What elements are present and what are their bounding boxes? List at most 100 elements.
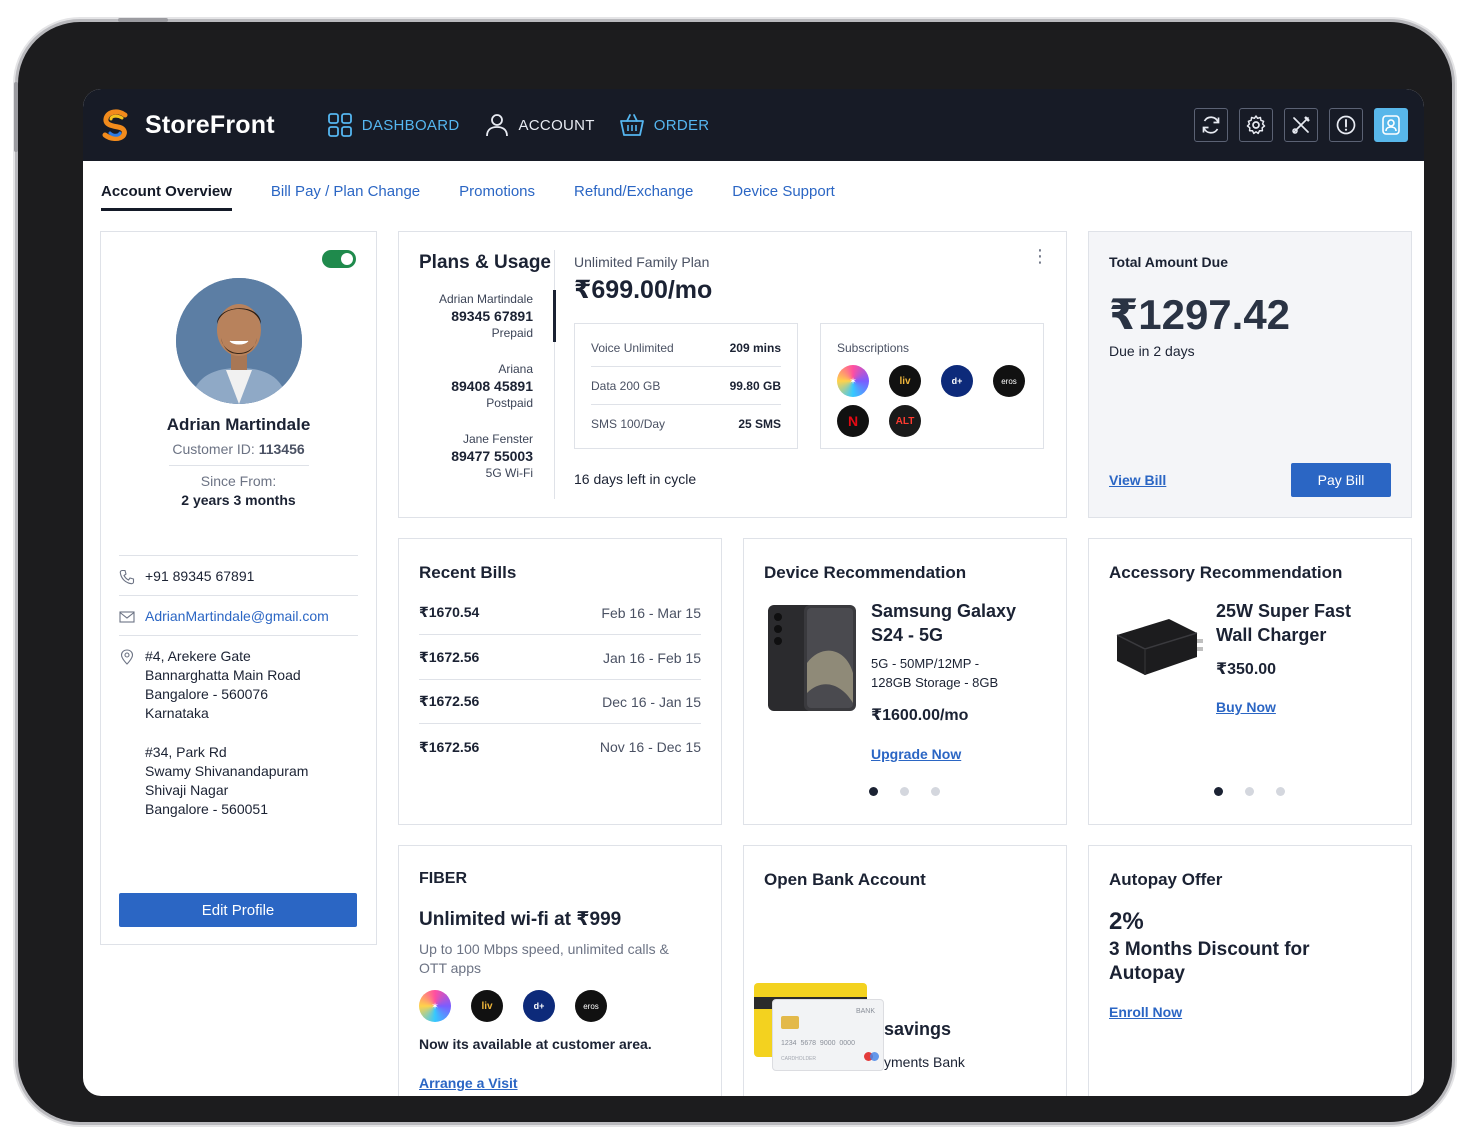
plan-name: Unlimited Family Plan [574, 254, 710, 270]
line-item[interactable]: Adrian Martindale 89345 67891 Prepaid [439, 292, 533, 340]
tools-button[interactable] [1284, 108, 1318, 142]
bill-row[interactable]: ₹1672.56 Dec 16 - Jan 15 [419, 680, 701, 724]
refresh-icon [1202, 116, 1220, 134]
divider [554, 250, 555, 499]
top-bar: StoreFront DASHBOARD [83, 89, 1424, 161]
device-name-line: S24 - 5G [871, 625, 944, 645]
line-number: 89345 67891 [451, 308, 533, 324]
user-profile-button[interactable] [1374, 108, 1408, 142]
arrange-visit-link[interactable]: Arrange a Visit [419, 1075, 518, 1091]
volume-button [14, 82, 18, 152]
brand[interactable]: StoreFront [99, 108, 275, 142]
tab-promotions[interactable]: Promotions [459, 183, 536, 200]
line-type: Postpaid [486, 396, 533, 410]
sony-liv-icon[interactable]: liv [889, 365, 921, 397]
eros-now-icon[interactable]: eros [993, 365, 1025, 397]
nav-dashboard[interactable]: DASHBOARD [327, 112, 460, 138]
plan-price: ₹699.00/mo [574, 276, 713, 304]
refresh-button[interactable] [1194, 108, 1228, 142]
carousel-dot[interactable] [1245, 787, 1254, 796]
tab-account-overview[interactable]: Account Overview [101, 183, 232, 211]
accessory-recommendation-card: Accessory Recommendation 25W Super Fast … [1088, 538, 1412, 825]
bill-amount: ₹1672.56 [419, 693, 480, 709]
settings-button[interactable] [1239, 108, 1273, 142]
amount-due-label: Total Amount Due [1109, 254, 1228, 270]
bill-row[interactable]: ₹1672.56 Nov 16 - Dec 15 [419, 725, 701, 769]
account-tabs: Account Overview Bill Pay / Plan Change … [101, 183, 874, 211]
carousel-dot[interactable] [869, 787, 878, 796]
storefront-logo-icon [102, 109, 128, 141]
address-line: Bannarghatta Main Road [145, 667, 301, 683]
bill-amount: ₹1672.56 [419, 738, 480, 755]
spark-icon[interactable]: ✶ [837, 365, 869, 397]
nav-order-label: ORDER [653, 116, 710, 134]
carousel-dot[interactable] [1276, 787, 1285, 796]
bank-line-2: yments Bank [884, 1054, 965, 1070]
tab-refund-exchange[interactable]: Refund/Exchange [574, 183, 694, 200]
line-item[interactable]: Jane Fenster 89477 55003 5G Wi-Fi [451, 432, 533, 480]
bill-period: Nov 16 - Dec 15 [599, 739, 701, 755]
tools-icon [1292, 116, 1310, 134]
alt-balaji-icon[interactable]: ALT [889, 405, 921, 437]
carousel-dot[interactable] [931, 787, 940, 796]
avatar [176, 278, 302, 404]
card-bank-label: BANK [855, 1008, 875, 1015]
address-row: #4, Arekere Gate Bannarghatta Main Road … [119, 647, 358, 819]
accessory-name-line: 25W Super Fast [1216, 601, 1352, 621]
more-options-icon[interactable]: ⋮ [1031, 246, 1049, 266]
card-network-icon [864, 1052, 873, 1061]
tab-bill-pay[interactable]: Bill Pay / Plan Change [270, 183, 421, 200]
card-network-icon [870, 1052, 879, 1061]
settings-icon [1246, 115, 1266, 135]
recent-bills-title: Recent Bills [419, 563, 517, 582]
customer-id-label: Customer ID: [172, 441, 255, 457]
bill-row[interactable]: ₹1672.56 Jan 16 - Feb 15 [419, 636, 701, 680]
usage-label: Voice Unlimited [591, 340, 674, 355]
carousel-dot[interactable] [1214, 787, 1223, 796]
buy-now-link[interactable]: Buy Now [1216, 699, 1276, 715]
usage-box: Voice Unlimited 209 mins Data 200 GB 99.… [574, 323, 798, 449]
upgrade-now-link[interactable]: Upgrade Now [871, 746, 962, 762]
amount-due-card: Total Amount Due ₹1297.42 Due in 2 days … [1088, 231, 1412, 518]
nav-order[interactable]: ORDER [619, 112, 710, 138]
bill-period: Jan 16 - Feb 15 [602, 649, 701, 666]
line-item[interactable]: Ariana 89408 45891 Postpaid [451, 362, 533, 410]
tablet-frame: StoreFront DASHBOARD [14, 18, 1452, 1122]
divider [119, 555, 358, 556]
netflix-icon[interactable]: N [837, 405, 869, 437]
bill-amount: ₹1672.56 [419, 649, 480, 665]
divider [119, 635, 358, 636]
tab-device-support[interactable]: Device Support [732, 183, 835, 200]
accessory-rec-title: Accessory Recommendation [1109, 563, 1343, 582]
usage-value: 25 SMS [738, 417, 781, 431]
edit-profile-button[interactable]: Edit Profile [119, 893, 357, 927]
status-toggle[interactable] [322, 250, 356, 268]
bill-row[interactable]: ₹1670.54 Feb 16 - Mar 15 [419, 591, 701, 635]
bill-amount: ₹1670.54 [419, 604, 480, 620]
view-bill-link[interactable]: View Bill [1109, 472, 1167, 488]
carousel-dot[interactable] [900, 787, 909, 796]
usage-label: Data 200 GB [591, 378, 661, 393]
pay-bill-button[interactable]: Pay Bill [1291, 463, 1391, 497]
address-line: Shivaji Nagar [145, 782, 229, 798]
phone-number: +91 89345 67891 [145, 568, 255, 584]
bank-card-image: BANK 1234 5678 9000 0000 CARDHOLDER [772, 999, 884, 1071]
discovery-plus-icon[interactable]: d+ [941, 365, 973, 397]
card-holder: CARDHOLDER [781, 1056, 817, 1062]
line-type: Prepaid [491, 326, 533, 340]
customer-name: Adrian Martindale [166, 415, 311, 434]
since-value: 2 years 3 months [181, 492, 296, 508]
autopay-offer-text: 3 Months Discount for Autopay [1109, 938, 1310, 986]
info-button[interactable] [1329, 108, 1363, 142]
subscriptions-label: Subscriptions [837, 341, 910, 355]
nav-account[interactable]: ACCOUNT [484, 112, 595, 138]
nav-account-label: ACCOUNT [518, 116, 595, 134]
autopay-percent: 2% [1109, 908, 1144, 935]
bank-title: Open Bank Account [764, 870, 926, 889]
toolbar [1194, 108, 1408, 142]
user-icon [1382, 115, 1400, 135]
email-link[interactable]: AdrianMartindale@gmail.com [145, 608, 329, 624]
enroll-now-link[interactable]: Enroll Now [1109, 1004, 1183, 1020]
address-line: #34, Park Rd [145, 744, 227, 760]
autopay-line: Autopay [1109, 963, 1185, 984]
